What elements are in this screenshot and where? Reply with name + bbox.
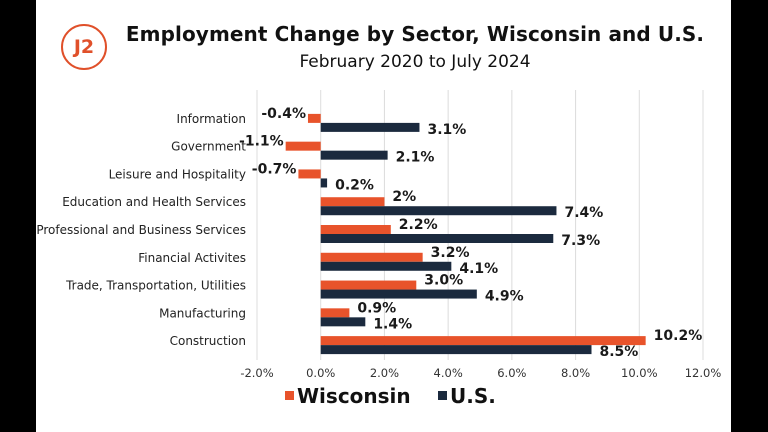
bars: -0.4% 3.1% -1.1% 2.1% -0.7% 0.2% 2% 7.4% 2.2% 7.3… <box>239 106 702 360</box>
x-axis-ticks: -2.0% 0.0% 2.0% 4.0% 6.0% 8.0% 10.0% 12.0% <box>240 366 721 380</box>
data-label-us: 4.1% <box>459 261 498 277</box>
bar-wisconsin <box>320 308 350 318</box>
data-label-wisconsin: 0.9% <box>357 300 396 316</box>
data-label-wisconsin: 2% <box>392 189 416 205</box>
bar-us <box>320 150 388 160</box>
chart-badge: J2 <box>61 24 107 70</box>
x-tick-label: 8.0% <box>561 366 590 380</box>
bar-us <box>320 317 366 327</box>
legend-label-us: U.S. <box>450 384 496 408</box>
category-label: Education and Health Services <box>62 195 246 209</box>
category-label: Trade, Transportation, Utilities <box>65 279 246 293</box>
bar-wisconsin <box>285 141 321 151</box>
data-label-us: 0.2% <box>335 177 374 193</box>
legend-label-wisconsin: Wisconsin <box>297 384 411 408</box>
data-label-us: 2.1% <box>396 150 435 166</box>
bar-us <box>320 261 452 271</box>
category-label: Manufacturing <box>159 306 246 320</box>
data-label-us: 8.5% <box>600 344 639 360</box>
bar-us <box>320 289 477 299</box>
x-tick-label: 2.0% <box>370 366 399 380</box>
category-label: Professional and Business Services <box>36 223 246 237</box>
category-label: Financial Activites <box>138 251 246 265</box>
bar-wisconsin <box>307 113 321 123</box>
bar-wisconsin <box>320 225 391 234</box>
bar-us <box>320 178 328 188</box>
category-labels: Information Government Leisure and Hospita… <box>36 112 246 348</box>
category-label: Leisure and Hospitality <box>109 167 246 181</box>
data-label-us: 1.4% <box>373 316 412 332</box>
data-label-wisconsin: -0.4% <box>261 106 306 122</box>
data-label-wisconsin: -0.7% <box>252 161 297 177</box>
data-label-us: 3.1% <box>427 122 466 138</box>
x-tick-label: -2.0% <box>240 366 273 380</box>
category-label: Government <box>171 140 246 154</box>
chart-subtitle: February 2020 to July 2024 <box>299 52 531 72</box>
bar-wisconsin <box>320 336 646 346</box>
bar-wisconsin <box>320 252 423 262</box>
bar-wisconsin <box>320 197 385 207</box>
x-tick-label: 6.0% <box>497 366 526 380</box>
legend-swatch-us <box>438 391 447 400</box>
x-tick-label: 0.0% <box>306 366 335 380</box>
bar-us <box>320 206 557 216</box>
data-label-wisconsin: 3.2% <box>431 245 470 261</box>
data-label-us: 4.9% <box>485 289 524 305</box>
data-label-us: 7.3% <box>561 233 600 249</box>
bar-us <box>320 234 554 243</box>
bar-wisconsin <box>320 280 417 290</box>
category-label: Construction <box>170 334 246 348</box>
x-tick-label: 4.0% <box>434 366 463 380</box>
x-tick-label: 12.0% <box>685 366 722 380</box>
bar-us <box>320 345 592 355</box>
chart-panel <box>36 0 731 432</box>
bar-us <box>320 122 420 132</box>
data-label-wisconsin: 2.2% <box>399 217 438 233</box>
data-label-wisconsin: 10.2% <box>654 328 703 344</box>
x-tick-label: 10.0% <box>621 366 658 380</box>
category-label: Information <box>177 112 246 126</box>
bar-wisconsin <box>298 169 321 179</box>
data-label-wisconsin: 3.0% <box>424 273 463 289</box>
legend: Wisconsin U.S. <box>285 384 496 408</box>
chart-title: Employment Change by Sector, Wisconsin a… <box>125 22 705 46</box>
legend-swatch-wisconsin <box>285 391 294 400</box>
data-label-wisconsin: -1.1% <box>239 134 284 150</box>
data-label-us: 7.4% <box>564 205 603 221</box>
